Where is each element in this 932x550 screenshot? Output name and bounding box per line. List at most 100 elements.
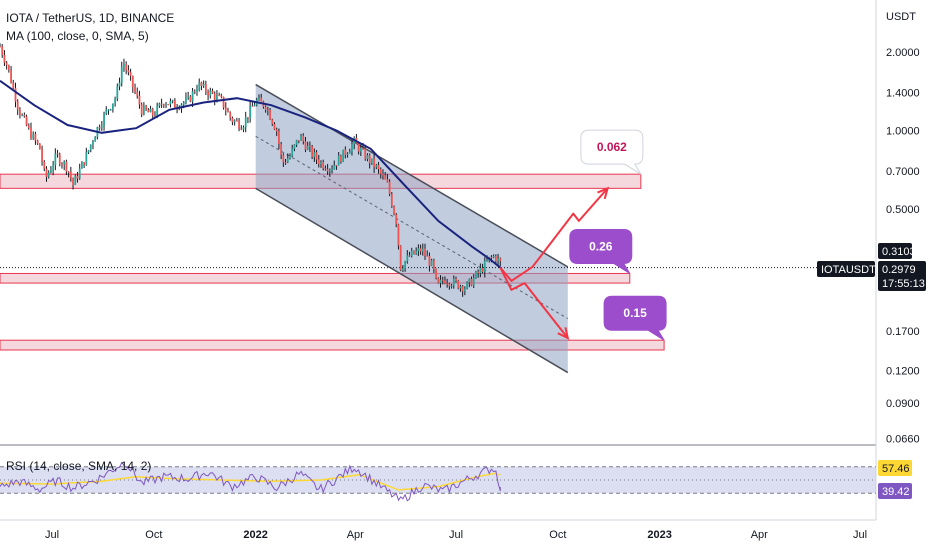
price-tick-label: 0.1700 xyxy=(886,326,920,338)
candle-body xyxy=(470,278,473,286)
candle-body xyxy=(384,175,387,180)
candle-body xyxy=(486,260,488,262)
candle-body xyxy=(94,137,97,142)
candle-body xyxy=(224,107,227,111)
candle-body xyxy=(169,100,172,105)
candle-body xyxy=(390,194,393,207)
candle-body xyxy=(253,104,256,107)
candle-body xyxy=(3,54,6,63)
candle-body xyxy=(309,145,311,147)
channel-fill xyxy=(255,84,568,373)
candle-body xyxy=(346,153,349,155)
candle-body xyxy=(344,149,347,155)
candle-body xyxy=(492,256,495,258)
time-tick-label: Jul xyxy=(853,529,867,541)
candle-body xyxy=(342,149,345,162)
candle-body xyxy=(258,97,260,100)
candle-body xyxy=(457,280,460,289)
candle-body xyxy=(136,91,139,96)
candle-body xyxy=(118,82,121,87)
candle-body xyxy=(439,279,442,284)
candle-body xyxy=(386,179,389,182)
candle-body xyxy=(331,169,333,171)
candle-body xyxy=(388,181,391,195)
symbol-legend[interactable]: IOTA / TetherUS, 1D, BINANCE xyxy=(6,11,174,25)
candle-body xyxy=(481,267,484,272)
price-tick-label: 0.5000 xyxy=(886,204,920,216)
rsi-sma-badge xyxy=(878,460,912,476)
candle-body xyxy=(393,206,395,215)
candle-body xyxy=(337,155,340,166)
candle-body xyxy=(129,72,132,76)
candle-body xyxy=(404,261,406,269)
candle-body xyxy=(5,62,8,66)
candle-body xyxy=(38,143,41,150)
candle-body xyxy=(114,98,117,104)
zone-bubble-2 xyxy=(569,228,633,274)
bearish-arrow-head xyxy=(557,327,570,340)
price-axis[interactable]: 2.0000 1.4000 1.0000 0.7000 0.5000 0.1700 0.12… xyxy=(886,47,920,445)
candle-body xyxy=(32,133,35,139)
candle-body xyxy=(138,95,141,105)
candle-body xyxy=(497,258,499,262)
candle-body xyxy=(7,65,10,70)
candle-body xyxy=(408,255,411,257)
high-price-badge xyxy=(878,243,912,259)
candle-body xyxy=(444,280,446,284)
time-tick-label: Apr xyxy=(347,529,364,541)
candle-body xyxy=(278,131,280,144)
price-tick-label: 1.0000 xyxy=(886,125,920,137)
candle-body xyxy=(63,161,66,165)
candle-body xyxy=(446,283,449,285)
candle-body xyxy=(293,144,296,149)
zone-bubble-1 xyxy=(580,129,644,175)
rsi-legend[interactable]: RSI (14, close, SMA, 14, 2) xyxy=(6,459,151,473)
candle-body xyxy=(271,119,274,125)
time-tick-label: Oct xyxy=(549,529,566,541)
candle-body xyxy=(193,91,196,93)
candle-body xyxy=(426,255,429,257)
candle-body xyxy=(30,127,32,139)
candle-body xyxy=(19,109,21,116)
bullish-arrow xyxy=(499,187,609,282)
time-axis[interactable]: Jul Oct 2022 Apr Jul Oct 2023 Apr Jul xyxy=(45,529,867,541)
candle-body xyxy=(58,154,61,165)
candle-body xyxy=(116,86,119,99)
candle-body xyxy=(61,164,63,166)
candle-body xyxy=(468,278,471,283)
time-tick-label: Jul xyxy=(45,529,59,541)
candle-body xyxy=(47,172,50,177)
last-price-label: 0.2979 xyxy=(882,264,916,276)
price-tick-label: 0.0900 xyxy=(886,398,920,410)
ma-legend[interactable]: MA (100, close, 0, SMA, 5) xyxy=(6,29,149,43)
time-tick-label: Apr xyxy=(751,529,768,541)
candle-body xyxy=(23,114,26,117)
bearish-arrow xyxy=(499,267,569,339)
candle-body xyxy=(178,108,181,110)
candle-body xyxy=(207,91,209,96)
candle-body xyxy=(100,125,103,129)
candle-body xyxy=(25,116,28,126)
candle-body xyxy=(120,66,123,83)
candle-body xyxy=(364,148,367,160)
candle-body xyxy=(211,90,214,94)
rsi-band xyxy=(0,466,876,494)
candle-body xyxy=(324,168,327,170)
candle-body xyxy=(399,245,402,271)
candle-body xyxy=(127,70,130,73)
candle-body xyxy=(475,271,477,278)
candle-body xyxy=(105,109,108,114)
candle-body xyxy=(417,248,420,252)
candle-body xyxy=(131,75,134,88)
candle-body xyxy=(21,114,24,116)
channel-upper-line xyxy=(255,83,569,268)
candle-body xyxy=(494,256,497,262)
candle-body xyxy=(218,95,221,97)
candle-body xyxy=(448,283,451,287)
candle-body xyxy=(92,141,94,145)
candle-body xyxy=(123,64,125,67)
candle-body xyxy=(244,117,247,128)
countdown-label: 17:55:13 xyxy=(882,278,925,290)
candle-body xyxy=(289,155,291,159)
